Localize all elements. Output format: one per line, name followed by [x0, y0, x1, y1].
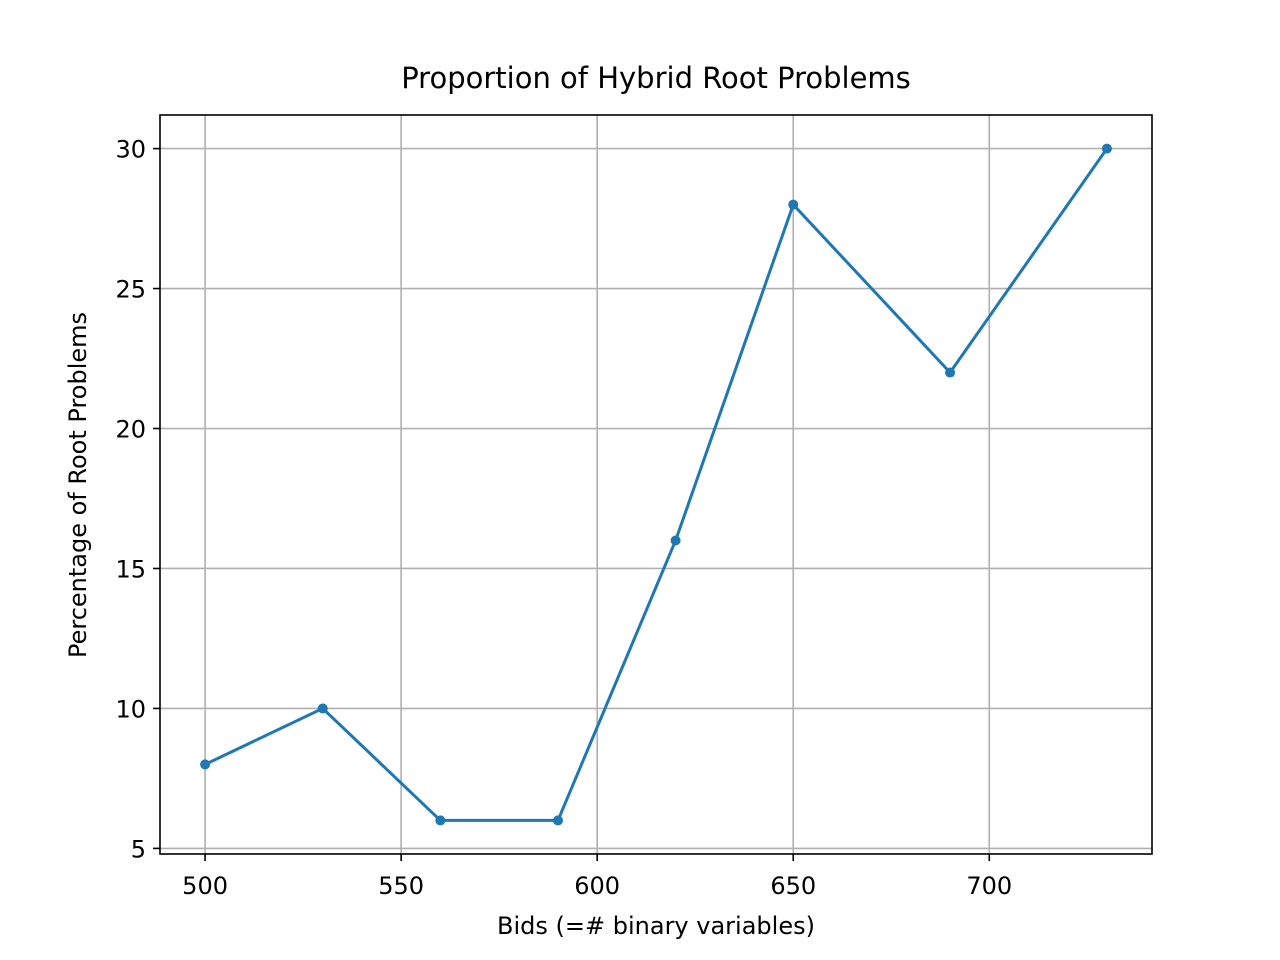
x-axis-label: Bids (=# binary variables) [497, 912, 815, 940]
y-axis-label: Percentage of Root Problems [64, 312, 92, 658]
x-tick-label: 650 [770, 872, 816, 900]
y-tick-label: 20 [115, 416, 146, 444]
y-tick-label: 30 [115, 136, 146, 164]
y-tick-label: 15 [115, 555, 146, 583]
data-point [435, 815, 446, 826]
data-line [204, 147, 1109, 822]
data-point [670, 535, 681, 546]
y-tick-label: 10 [115, 695, 146, 723]
y-tick-label: 5 [131, 835, 146, 863]
plot-frame [159, 114, 1153, 855]
data-point [945, 367, 956, 378]
x-tick-label: 600 [574, 872, 620, 900]
data-point [552, 815, 563, 826]
data-point [788, 199, 799, 210]
x-tick-label: 700 [966, 872, 1012, 900]
y-tick-label: 25 [115, 276, 146, 304]
chart-title: Proportion of Hybrid Root Problems [401, 61, 911, 95]
x-tick-label: 500 [182, 872, 228, 900]
x-tick-label: 550 [378, 872, 424, 900]
data-point [317, 703, 328, 714]
data-point [1101, 143, 1112, 154]
data-point [200, 759, 211, 770]
